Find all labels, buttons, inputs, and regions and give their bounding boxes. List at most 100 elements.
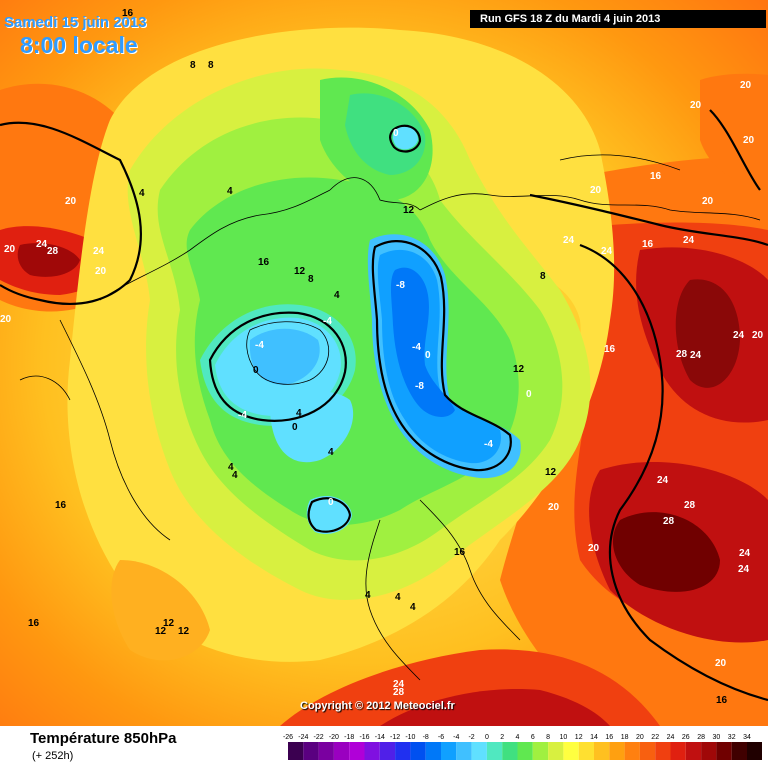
- legend-tick-label: 18: [621, 734, 629, 741]
- map-canvas: 16 8 8 0 20 20 20 20 24 28 24 20 16 12 8…: [0, 0, 768, 726]
- bottom-panel: Température 850hPa (+ 252h) -26 -24 -22 -2 0…: [0, 726, 768, 768]
- map-label: 24: [601, 246, 613, 257]
- legend-tick-label: 12: [575, 734, 583, 741]
- map-label: -4: [412, 342, 421, 353]
- map-label: 16: [28, 618, 40, 629]
- legend-color-swatch: [379, 742, 396, 760]
- map-label: 24: [739, 548, 751, 559]
- map-label: 16: [716, 695, 728, 706]
- legend-color-swatch: [639, 742, 656, 760]
- forecast-time-title: 8:00 locale: [20, 32, 138, 58]
- legend-tick-label: -26: [283, 734, 293, 741]
- legend-tick-label: 34: [743, 734, 751, 741]
- map-labels: 16 8 8 0 20 20 20 20 24 28 24 20 16 12 8…: [0, 8, 764, 706]
- map-label: 0: [253, 365, 259, 376]
- map-label: -4: [484, 439, 493, 450]
- legend-tick-label: -4: [453, 734, 459, 741]
- map-label: 28: [663, 516, 675, 527]
- map-label: 0: [526, 389, 532, 400]
- map-label: 20: [0, 314, 12, 325]
- map-label: 24: [563, 235, 575, 246]
- map-label: 8: [190, 60, 196, 71]
- legend-color-swatch: [701, 742, 717, 760]
- legend-tick-label: -18: [344, 734, 354, 741]
- map-label: 12: [178, 626, 190, 637]
- legend-color-swatch: [318, 742, 334, 760]
- legend-color-swatch: [395, 742, 411, 760]
- map-label: 12: [294, 266, 306, 277]
- legend-color-swatch: [578, 742, 594, 760]
- legend-color-swatch: [425, 742, 441, 760]
- legend-tick-label: 2: [500, 734, 504, 741]
- legend-tick-label: -12: [390, 734, 400, 741]
- legend-tick-label: -10: [405, 734, 415, 741]
- map-label: 24: [93, 246, 105, 257]
- legend-color-swatch: [731, 742, 747, 760]
- map-label: 12: [545, 467, 557, 478]
- map-label: 28: [676, 349, 688, 360]
- legend-tick-label: 0: [485, 734, 489, 741]
- legend-color-swatch: [655, 742, 671, 760]
- map-label: 24: [683, 235, 695, 246]
- legend-color-swatch: [747, 742, 762, 760]
- legend-tick-label: -24: [298, 734, 308, 741]
- warm-zones: [0, 73, 768, 726]
- legend-color-swatch: [471, 742, 487, 760]
- map-label: 12: [403, 205, 415, 216]
- map-label: -8: [396, 280, 405, 291]
- legend-tick-label: -2: [468, 734, 474, 741]
- legend-color-swatch: [502, 742, 518, 760]
- temperature-map: 16 8 8 0 20 20 20 20 24 28 24 20 16 12 8…: [0, 0, 768, 726]
- map-label: 16: [55, 500, 67, 511]
- legend-tick-label: -8: [423, 734, 429, 741]
- map-label: 20: [95, 266, 107, 277]
- map-label: 20: [548, 502, 560, 513]
- legend-tick-label: 14: [590, 734, 598, 741]
- legend-color-swatch: [609, 742, 625, 760]
- legend-color-swatch: [563, 742, 579, 760]
- forecast-hour-label: (+ 252h): [32, 750, 74, 762]
- legend-tick-label: 26: [682, 734, 690, 741]
- legend-color-swatch: [486, 742, 503, 760]
- legend-tick-label: -14: [375, 734, 385, 741]
- model-run-banner: Run GFS 18 Z du Mardi 4 juin 2013: [470, 10, 766, 28]
- parameter-title: Température 850hPa: [30, 730, 177, 747]
- copyright-notice: Copyright © 2012 Meteociel.fr: [300, 700, 455, 712]
- map-label: 20: [752, 330, 764, 341]
- legend-color-swatch: [410, 742, 426, 760]
- legend-tick-label: 30: [713, 734, 721, 741]
- map-label: 4: [296, 408, 302, 419]
- legend-color-swatch: [288, 742, 304, 760]
- map-label: 16: [604, 344, 616, 355]
- legend-color-swatch: [349, 742, 365, 760]
- map-label: 4: [228, 462, 234, 473]
- map-label: -4: [238, 410, 247, 421]
- map-label: 0: [393, 128, 399, 139]
- legend-tick-label: 22: [651, 734, 659, 741]
- map-label: 20: [715, 658, 727, 669]
- map-label: 20: [690, 100, 702, 111]
- legend-color-swatch: [670, 742, 686, 760]
- cold-zones: [200, 126, 521, 535]
- map-label: 4: [395, 592, 401, 603]
- map-label: 12: [513, 364, 525, 375]
- map-label: 4: [232, 470, 238, 481]
- map-label: 0: [292, 422, 298, 433]
- legend-tick-label: 20: [636, 734, 644, 741]
- map-label: 28: [684, 500, 696, 511]
- map-label: 16: [650, 171, 662, 182]
- map-label: 24: [657, 475, 669, 486]
- legend-color-swatch: [685, 742, 702, 760]
- map-label: 20: [65, 196, 77, 207]
- map-label: -4: [255, 340, 264, 351]
- map-label: 8: [308, 274, 314, 285]
- legend-tick-label: -16: [359, 734, 369, 741]
- legend-color-swatch: [548, 742, 564, 760]
- map-label: 16: [122, 8, 134, 19]
- map-label: 16: [258, 257, 270, 268]
- map-label: 24: [738, 564, 750, 575]
- map-label: 8: [208, 60, 214, 71]
- map-label: -8: [415, 381, 424, 392]
- legend-tick-label: -22: [314, 734, 324, 741]
- map-label: 24: [690, 350, 702, 361]
